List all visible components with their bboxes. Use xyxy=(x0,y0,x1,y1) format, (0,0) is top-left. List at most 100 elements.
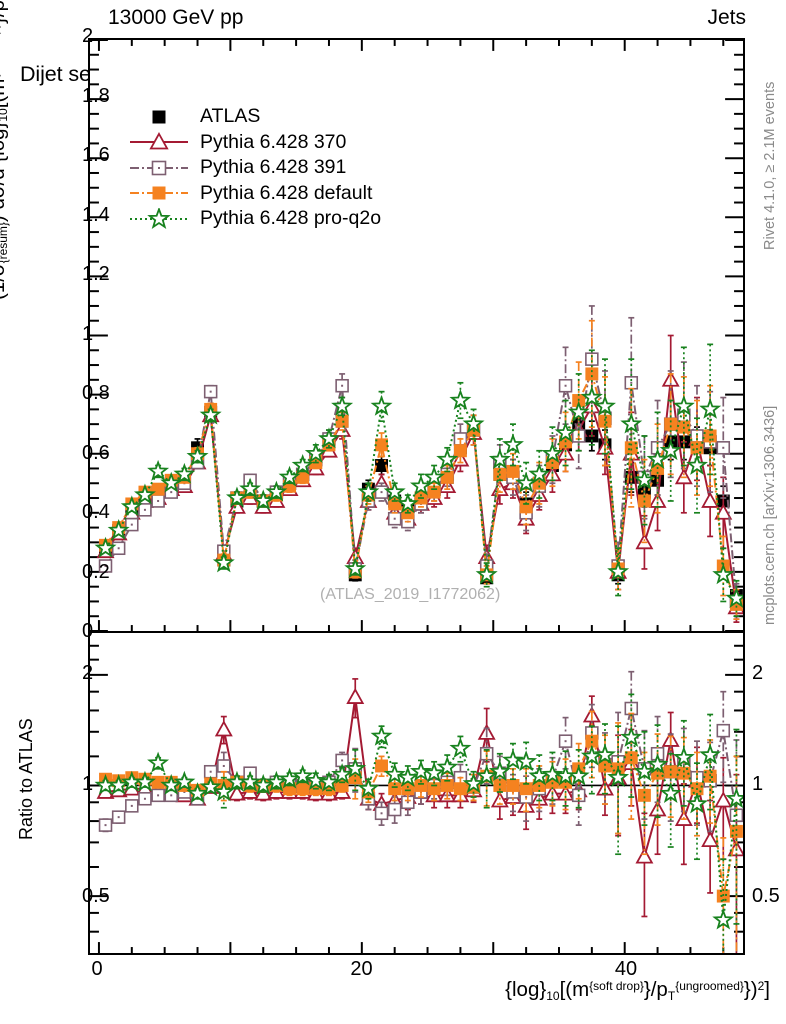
x-axis-label: {log}10[(m{soft drop}}/pT{ungroomed}})2] xyxy=(0,978,770,1003)
data-point-marker xyxy=(346,687,365,704)
legend: ATLAS Pythia 6.428 370 Pythia 6.428 391 Pyt… xyxy=(128,104,381,232)
data-point-marker xyxy=(265,480,288,502)
data-point-marker xyxy=(304,769,327,791)
rivet-version-credit: Rivet 4.1.0, ≥ 2.1M events xyxy=(762,81,778,250)
data-point-marker xyxy=(151,788,165,803)
data-point-marker xyxy=(396,766,419,788)
legend-label: Pythia 6.428 370 xyxy=(200,130,347,153)
data-series xyxy=(98,670,743,953)
data-point-marker xyxy=(501,748,524,770)
data-point-marker xyxy=(186,445,209,467)
data-point-marker xyxy=(515,471,538,493)
data-point-marker xyxy=(436,448,459,469)
data-point-marker xyxy=(107,773,130,795)
legend-item[interactable]: Pythia 6.428 370 xyxy=(128,130,381,156)
data-point-marker xyxy=(383,763,406,785)
data-point-marker xyxy=(440,779,454,792)
data-point-marker xyxy=(686,792,708,814)
xlab-part: 10 xyxy=(546,989,560,1003)
data-point-marker xyxy=(173,462,196,484)
data-point-marker xyxy=(427,485,441,499)
data-point-marker xyxy=(712,908,735,930)
data-point-marker xyxy=(712,563,735,585)
data-point-marker xyxy=(725,787,743,809)
data-point-marker xyxy=(558,378,573,393)
data-point-marker xyxy=(133,770,156,792)
data-point-marker xyxy=(580,386,603,407)
data-point-marker xyxy=(138,503,152,517)
data-point-marker xyxy=(291,764,314,786)
data-point-marker xyxy=(111,541,126,556)
data-point-marker xyxy=(357,777,380,799)
legend-item[interactable]: Pythia 6.428 pro-q2o xyxy=(128,206,381,232)
x-tick-label: 0 xyxy=(91,958,103,980)
data-point-marker xyxy=(335,378,349,393)
data-point-marker xyxy=(475,563,498,585)
legend-item[interactable]: ATLAS xyxy=(128,104,381,130)
data-point-marker xyxy=(152,186,166,200)
data-point-marker xyxy=(111,810,126,824)
data-point-marker xyxy=(607,560,630,582)
data-point-marker xyxy=(370,394,393,416)
data-point-marker xyxy=(147,751,170,773)
data-point-marker xyxy=(98,818,113,832)
data-point-marker xyxy=(409,760,432,782)
data-point-marker xyxy=(186,782,209,804)
legend-item[interactable]: Pythia 6.428 default xyxy=(128,181,381,207)
data-point-marker xyxy=(296,782,310,796)
data-point-marker xyxy=(125,799,139,813)
data-point-marker xyxy=(686,453,708,475)
legend-item[interactable]: Pythia 6.428 391 xyxy=(128,155,381,181)
data-series xyxy=(94,343,743,618)
data-point-marker xyxy=(558,734,573,748)
data-point-marker xyxy=(374,485,389,499)
data-point-marker xyxy=(659,439,682,461)
data-point-marker xyxy=(567,400,590,422)
data-series xyxy=(99,319,743,621)
ratio-y-tick-label-right: 0.5 xyxy=(752,884,780,907)
data-point-marker xyxy=(278,767,301,789)
data-point-marker xyxy=(427,782,441,796)
data-point-marker xyxy=(291,453,314,475)
xlab-part: }/p xyxy=(643,978,668,1001)
xlab-part: ] xyxy=(764,978,770,1001)
data-point-marker xyxy=(646,753,669,774)
data-point-marker xyxy=(133,483,156,505)
data-point-marker xyxy=(714,503,733,520)
data-point-marker xyxy=(98,559,113,573)
data-point-marker xyxy=(296,470,310,484)
data-point-marker xyxy=(488,760,511,782)
data-point-marker xyxy=(94,536,117,558)
data-point-marker xyxy=(357,480,380,502)
data-point-marker xyxy=(374,806,389,821)
data-point-marker xyxy=(151,494,165,508)
data-point-marker xyxy=(278,465,301,487)
data-point-marker xyxy=(501,433,524,455)
data-point-marker xyxy=(664,765,678,779)
ylab-part: ) dσ/d {log} xyxy=(0,121,9,222)
data-point-marker xyxy=(414,779,428,792)
data-point-marker xyxy=(699,397,722,419)
data-point-marker xyxy=(624,751,638,765)
ylab-part: {soft drop} xyxy=(0,24,1,79)
data-point-marker xyxy=(344,557,367,579)
data-point-marker xyxy=(620,412,643,434)
data-point-marker xyxy=(449,388,472,410)
data-point-marker xyxy=(624,376,639,390)
data-point-marker xyxy=(160,471,183,493)
data-point-marker xyxy=(423,465,446,487)
data-point-marker xyxy=(212,780,235,802)
data-point-marker xyxy=(409,474,432,496)
beam-energy-label: 13000 GeV pp xyxy=(108,6,244,29)
data-point-marker xyxy=(149,132,169,150)
data-point-marker xyxy=(440,470,454,484)
data-point-marker xyxy=(225,486,248,508)
data-point-marker xyxy=(659,782,682,804)
data-point-marker xyxy=(488,448,511,469)
xlab-part: {soft drop} xyxy=(589,979,644,993)
ratio-plot-panel xyxy=(88,633,745,955)
data-point-marker xyxy=(567,764,590,786)
mcplots-credit: mcplots.cern.ch [arXiv:1306.3436] xyxy=(762,405,778,625)
data-point-marker xyxy=(370,724,393,746)
data-point-marker xyxy=(387,511,402,526)
